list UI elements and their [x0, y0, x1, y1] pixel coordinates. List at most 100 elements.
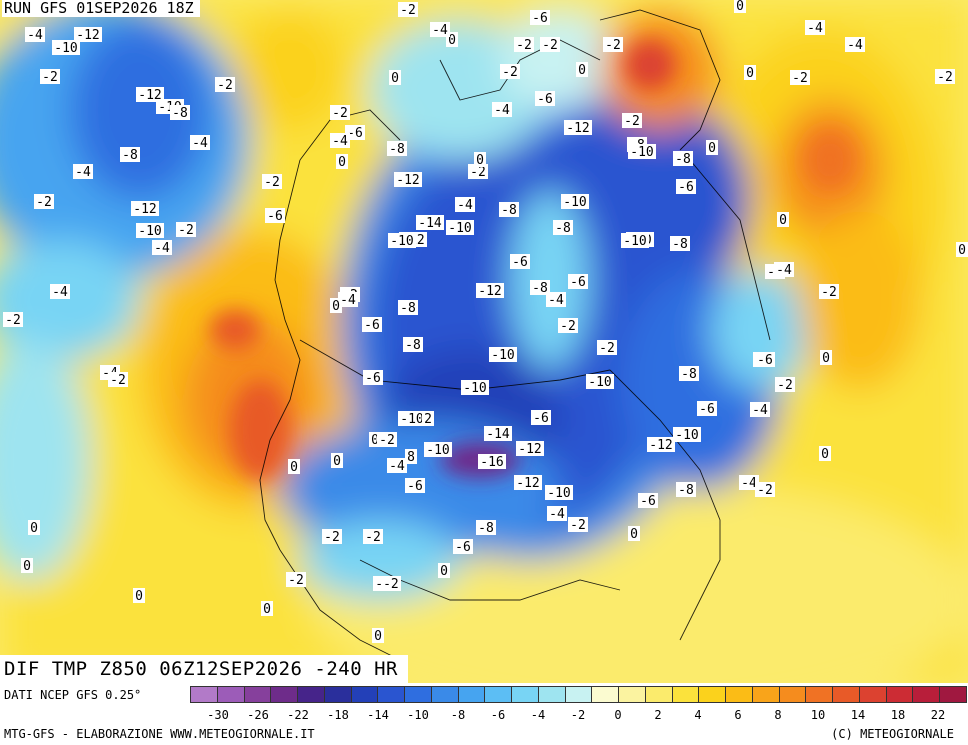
anomaly-label: 0 [744, 65, 756, 81]
anomaly-label-bg [372, 628, 384, 643]
anomaly-label-bg [52, 40, 80, 55]
anomaly-label-bg [176, 222, 196, 237]
anomaly-label-bg [25, 27, 45, 42]
anomaly-label: -12 [136, 87, 164, 103]
anomaly-label-text: -10 [426, 443, 449, 458]
anomaly-label-bg [545, 485, 573, 500]
anomaly-label-bg [673, 151, 693, 166]
anomaly-label: -10 [424, 442, 452, 458]
anomaly-label-text: -4 [741, 476, 757, 491]
anomaly-label-bg [468, 164, 488, 179]
anomaly-label-text: -2 [217, 78, 233, 93]
anomaly-label: -4 [774, 262, 794, 278]
anomaly-label-text: 0 [630, 527, 638, 542]
anomaly-label: -4 [845, 37, 865, 53]
legend-swatch [216, 686, 245, 703]
anomaly-label-text: -6 [532, 11, 548, 26]
anomaly-label-bg [956, 242, 968, 257]
anomaly-label: -10 [628, 144, 656, 160]
anomaly-label-text: 0 [736, 0, 744, 14]
legend-swatch [858, 686, 887, 703]
anomaly-label-bg [516, 441, 544, 456]
anomaly-label-bg [388, 233, 416, 248]
anomaly-label-bg [394, 172, 422, 187]
anomaly-label-text: 0 [958, 243, 966, 258]
anomaly-label: 0 [819, 446, 831, 462]
anomaly-label: -12 [131, 201, 159, 217]
anomaly-label-bg [136, 223, 164, 238]
anomaly-label-bg [152, 240, 172, 255]
anomaly-label: -2 [40, 69, 60, 85]
anomaly-label: -12 [516, 441, 544, 457]
anomaly-label-bg [331, 453, 343, 468]
anomaly-label-bg [790, 70, 810, 85]
anomaly-label-bg [405, 478, 425, 493]
anomaly-label-bg [514, 37, 534, 52]
anomaly-label: -12 [647, 437, 675, 453]
anomaly-label: 0 [21, 558, 33, 574]
anomaly-label: -2 [330, 105, 350, 121]
anomaly-label-text: -2 [777, 378, 793, 393]
anomaly-label-text: 8 [407, 450, 415, 465]
anomaly-label: -6 [265, 208, 285, 224]
anomaly-label: -2 [819, 284, 839, 300]
legend-tick: 2 [654, 708, 662, 722]
anomaly-label-text: -6 [757, 353, 773, 368]
anomaly-label: -2 [363, 529, 383, 545]
anomaly-label-text: 0 [290, 460, 298, 475]
anomaly-label: -10 [461, 380, 489, 396]
anomaly-label-text: 2 [424, 412, 432, 427]
legend-swatch [671, 686, 700, 703]
anomaly-label-text: -6 [678, 180, 694, 195]
anomaly-label-bg [430, 22, 450, 37]
anomaly-label: -2 [775, 377, 795, 393]
anomaly-label-text: 0 [135, 589, 143, 604]
anomaly-label-text: -6 [533, 411, 549, 426]
anomaly-label-bg [935, 69, 955, 84]
anomaly-label-bg [190, 135, 210, 150]
anomaly-label-text: -12 [649, 438, 672, 453]
anomaly-label-bg [540, 37, 560, 52]
anomaly-label-bg [74, 27, 102, 42]
anomaly-label-bg [820, 350, 832, 365]
anomaly-label: 0 [820, 350, 832, 366]
legend-swatch [350, 686, 379, 703]
anomaly-label-text: -2 [42, 70, 58, 85]
legend-swatch [912, 686, 941, 703]
anomaly-label-text: -6 [407, 479, 423, 494]
anomaly-label-bg [546, 292, 566, 307]
anomaly-label: -12 [74, 27, 102, 43]
anomaly-label-bg [558, 318, 578, 333]
anomaly-label-bg [676, 179, 696, 194]
legend-tick: -14 [367, 708, 389, 722]
anomaly-label: 0 [956, 242, 968, 258]
legend-swatch [270, 686, 299, 703]
anomaly-label-bg [568, 517, 588, 532]
anomaly-label-bg [322, 529, 342, 544]
anomaly-label-text: -2 [542, 38, 558, 53]
anomaly-label-text: -2 [365, 530, 381, 545]
anomaly-label-text: -10 [390, 234, 413, 249]
legend-swatch [323, 686, 352, 703]
anomaly-label-text: -10 [588, 375, 611, 390]
anomaly-label-bg [706, 140, 718, 155]
anomaly-label: -2 [568, 517, 588, 533]
anomaly-label: -8 [387, 141, 407, 157]
anomaly-label-text: -4 [807, 21, 823, 36]
anomaly-label-text: -4 [548, 293, 564, 308]
anomaly-label-bg [262, 174, 282, 189]
anomaly-label: -10 [673, 427, 701, 443]
legend-tick: -26 [247, 708, 269, 722]
anomaly-label-bg [389, 70, 401, 85]
legend-tick: -8 [450, 708, 466, 722]
anomaly-label-text: -2 [400, 3, 416, 18]
anomaly-label: -2 [286, 572, 306, 588]
anomaly-label: 0 [389, 70, 401, 86]
anomaly-label-bg [500, 64, 520, 79]
anomaly-label: -2 [322, 529, 342, 545]
legend-swatch [751, 686, 780, 703]
anomaly-label-bg [453, 539, 473, 554]
anomaly-label-text: -10 [463, 381, 486, 396]
anomaly-label-text: -4 [340, 293, 356, 308]
legend-tick: -22 [287, 708, 309, 722]
